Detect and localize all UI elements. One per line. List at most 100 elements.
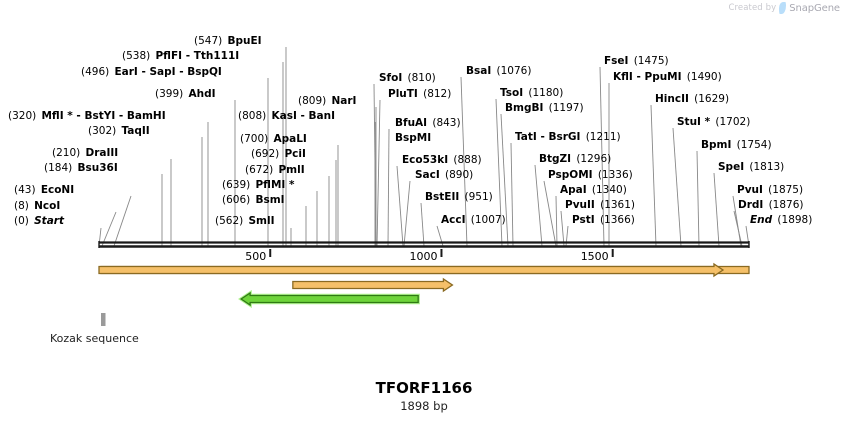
- enzyme-site-label[interactable]: (8) NcoI: [14, 200, 60, 212]
- enzyme-site-label[interactable]: (547) BpuEI: [194, 35, 262, 47]
- watermark-created-by-text: Created by: [728, 3, 777, 13]
- enzyme-position: (547): [194, 35, 223, 47]
- enzyme-leader-line: [560, 210, 565, 247]
- enzyme-position: (890): [445, 169, 474, 181]
- enzyme-site-label[interactable]: Eco53kI (888): [402, 154, 482, 166]
- enzyme-name: Eco53kI: [402, 154, 449, 166]
- enzyme-site-label[interactable]: (0) Start: [14, 215, 64, 227]
- enzyme-name: KflI - PpuMI: [613, 71, 682, 83]
- enzyme-site-label[interactable]: BfuAI (843): [395, 117, 461, 129]
- enzyme-site-label[interactable]: TatI - BsrGI (1211): [515, 131, 621, 143]
- enzyme-position: (0): [14, 215, 29, 227]
- enzyme-position: (1336): [597, 169, 633, 181]
- enzyme-name: PspOMI: [548, 169, 593, 181]
- enzyme-position: (1898): [777, 214, 813, 226]
- enzyme-site-label[interactable]: BtgZI (1296): [539, 153, 611, 165]
- enzyme-leader-line: [420, 202, 425, 247]
- enzyme-position: (1361): [600, 199, 636, 211]
- enzyme-leader-line: [376, 99, 381, 247]
- enzyme-site-label[interactable]: BstEII (951): [425, 191, 493, 203]
- enzyme-site-label[interactable]: (399) AhdI: [155, 88, 216, 100]
- enzyme-leader-line: [113, 195, 132, 247]
- enzyme-name: StuI *: [677, 116, 711, 128]
- enzyme-site-label[interactable]: (538) PflFI - Tth111I: [122, 50, 239, 62]
- enzyme-site-label[interactable]: (302) TaqII: [88, 125, 150, 137]
- enzyme-name: DrdI: [738, 199, 764, 211]
- enzyme-site-label[interactable]: BsaI (1076): [466, 65, 531, 77]
- enzyme-site-label[interactable]: BpmI (1754): [701, 139, 772, 151]
- enzyme-site-label[interactable]: End (1898): [750, 214, 812, 226]
- enzyme-name: PmlI: [278, 164, 305, 176]
- enzyme-position: (951): [464, 191, 493, 203]
- enzyme-site-label[interactable]: PluTI (812): [388, 88, 451, 100]
- enzyme-site-label[interactable]: BmgBI (1197): [505, 102, 584, 114]
- snapgene-leaf-icon: [779, 2, 787, 14]
- enzyme-site-label[interactable]: AccI (1007): [441, 214, 506, 226]
- enzyme-name: AccI: [441, 214, 466, 226]
- enzyme-name: ApaI: [560, 184, 587, 196]
- ruler-tick-label: 1000: [409, 250, 438, 263]
- enzyme-name: PvuII: [565, 199, 595, 211]
- enzyme-name: EarI - SapI - BspQI: [114, 66, 222, 78]
- enzyme-name: Bsu36I: [77, 162, 118, 174]
- enzyme-position: (1475): [633, 55, 669, 67]
- enzyme-position: (809): [298, 95, 327, 107]
- enzyme-position: (302): [88, 125, 117, 137]
- enzyme-site-label[interactable]: (606) BsmI: [222, 194, 285, 206]
- enzyme-leader-line: [534, 164, 543, 247]
- enzyme-position: (812): [423, 88, 452, 100]
- enzyme-position: (1340): [591, 184, 627, 196]
- enzyme-site-label[interactable]: FseI (1475): [604, 55, 669, 67]
- enzyme-name: BtgZI: [539, 153, 572, 165]
- enzyme-site-label[interactable]: PspOMI (1336): [548, 169, 633, 181]
- enzyme-site-label[interactable]: (672) PmlI: [245, 164, 305, 176]
- kozak-sequence-marker[interactable]: [101, 313, 106, 326]
- enzyme-site-label[interactable]: (43) EcoNI: [14, 184, 74, 196]
- enzyme-name: SfoI: [379, 72, 403, 84]
- enzyme-site-label[interactable]: (320) MflI * - BstYI - BamHI: [8, 110, 166, 122]
- enzyme-leader-line: [403, 180, 411, 247]
- enzyme-site-label[interactable]: (692) PciI: [251, 148, 306, 160]
- enzyme-site-label[interactable]: KflI - PpuMI (1490): [613, 71, 722, 83]
- enzyme-site-label[interactable]: (808) KasI - BanI: [238, 110, 335, 122]
- enzyme-site-label[interactable]: (210) DraIII: [52, 147, 118, 159]
- enzyme-name: PluTI: [388, 88, 418, 100]
- enzyme-site-label[interactable]: SpeI (1813): [718, 161, 784, 173]
- enzyme-site-label[interactable]: ApaI (1340): [560, 184, 627, 196]
- enzyme-name: PstI: [572, 214, 595, 226]
- enzyme-position: (496): [81, 66, 110, 78]
- enzyme-position: (843): [432, 117, 461, 129]
- enzyme-site-label[interactable]: (184) Bsu36I: [44, 162, 118, 174]
- enzyme-leader-line: [387, 128, 390, 247]
- enzyme-site-label[interactable]: SacI (890): [415, 169, 473, 181]
- sequence-length-label: 1898 bp: [400, 399, 448, 413]
- feature-orange-short[interactable]: [292, 277, 454, 293]
- enzyme-position: (43): [14, 184, 36, 196]
- enzyme-site-label[interactable]: PstI (1366): [572, 214, 635, 226]
- enzyme-site-label[interactable]: StuI * (1702): [677, 116, 750, 128]
- enzyme-leader-line: [733, 210, 743, 247]
- enzyme-position: (320): [8, 110, 37, 122]
- enzyme-site-label[interactable]: (562) SmlI: [215, 215, 275, 227]
- enzyme-site-label[interactable]: HincII (1629): [655, 93, 729, 105]
- page-title: TFORF1166: [375, 379, 473, 397]
- feature-green-reverse[interactable]: [239, 291, 419, 307]
- enzyme-site-label[interactable]: SfoI (810): [379, 72, 436, 84]
- enzyme-site-label[interactable]: BspMI: [395, 132, 431, 144]
- enzyme-site-label[interactable]: (496) EarI - SapI - BspQI: [81, 66, 222, 78]
- enzyme-site-label[interactable]: TsoI (1180): [500, 87, 563, 99]
- enzyme-site-label[interactable]: (639) PflMI *: [222, 179, 294, 191]
- enzyme-name: BsaI: [466, 65, 492, 77]
- enzyme-site-label[interactable]: PvuI (1875): [737, 184, 803, 196]
- enzyme-name: MflI * - BstYI - BamHI: [41, 110, 166, 122]
- enzyme-position: (808): [238, 110, 267, 122]
- enzyme-site-label[interactable]: (700) ApaLI: [240, 133, 307, 145]
- enzyme-site-label[interactable]: DrdI (1876): [738, 199, 804, 211]
- enzyme-position: (210): [52, 147, 81, 159]
- enzyme-site-label[interactable]: PvuII (1361): [565, 199, 635, 211]
- enzyme-site-label[interactable]: (809) NarI: [298, 95, 356, 107]
- feature-orange-cds[interactable]: [98, 262, 725, 278]
- enzyme-leader-line: [599, 66, 605, 247]
- enzyme-position: (639): [222, 179, 251, 191]
